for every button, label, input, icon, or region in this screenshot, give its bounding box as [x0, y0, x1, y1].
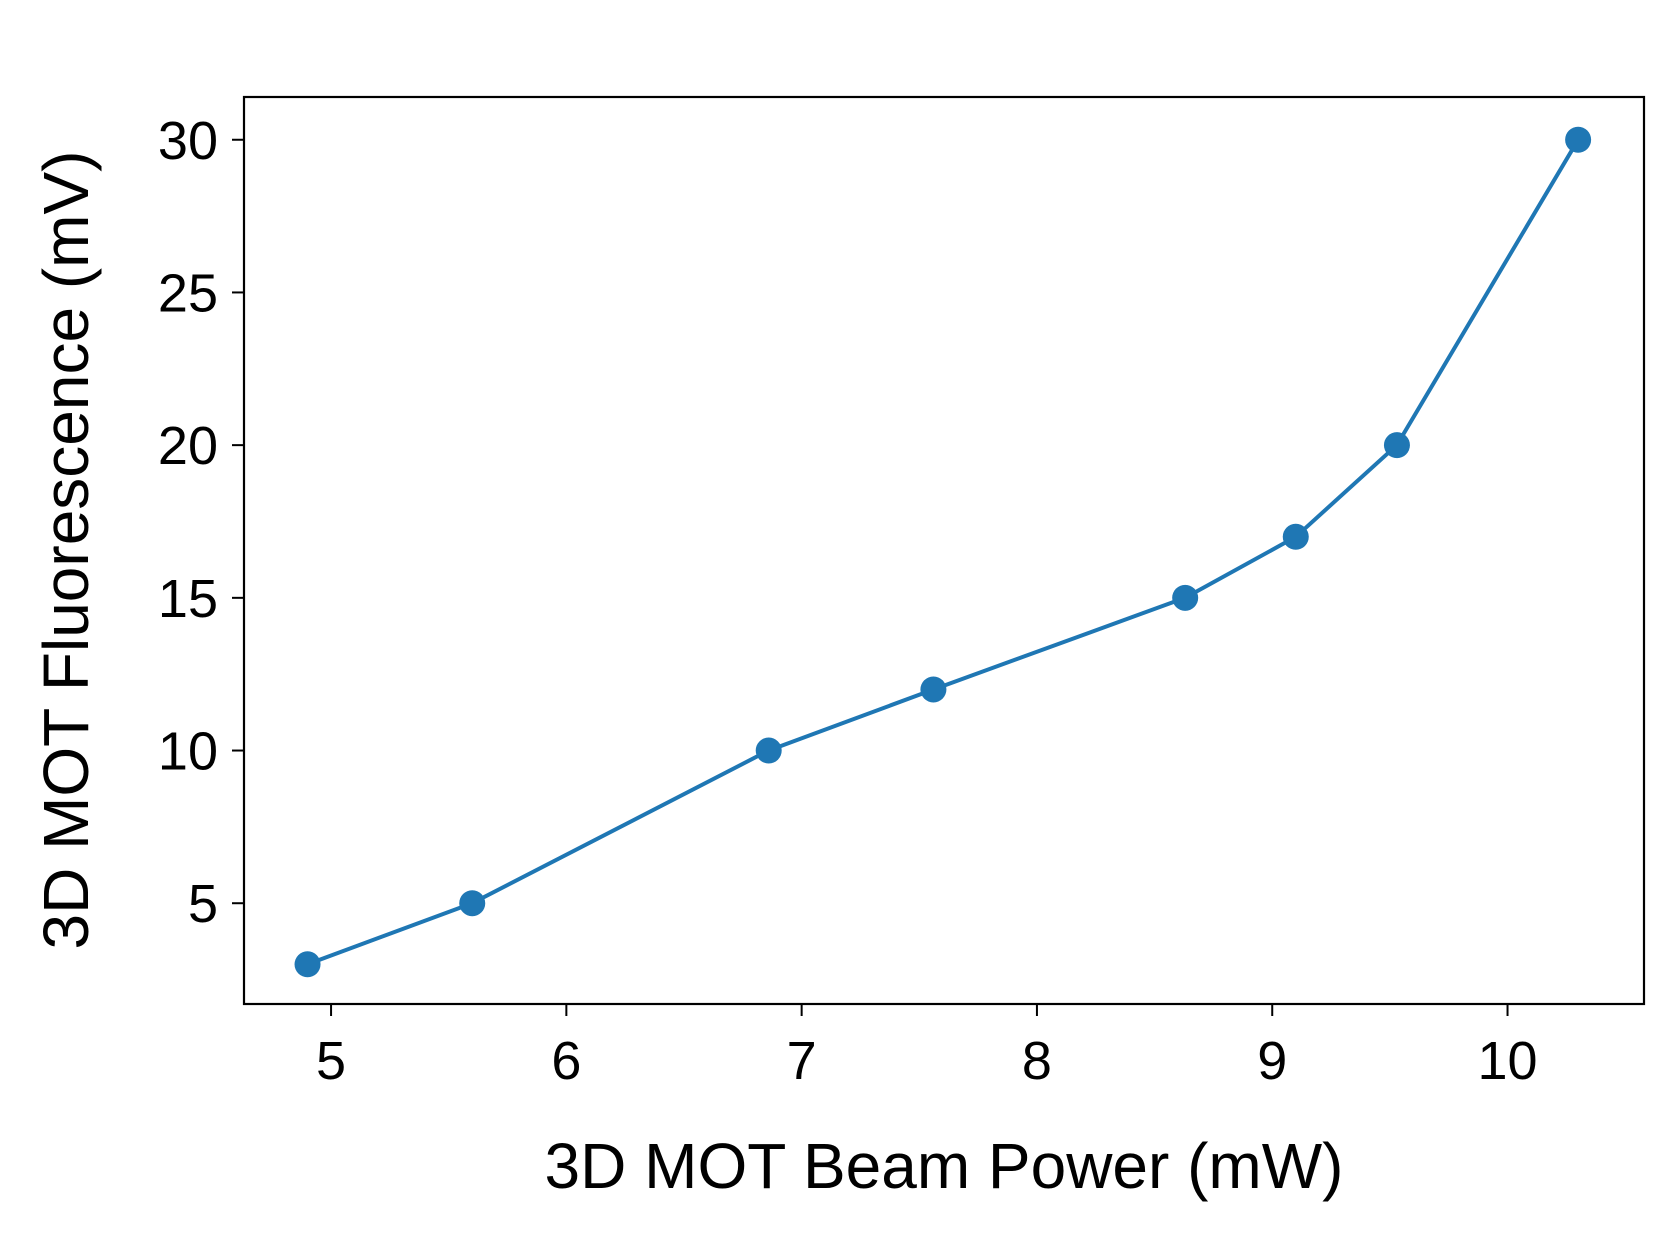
data-point [920, 676, 947, 703]
data-point [1383, 432, 1410, 459]
y-tick-label: 5 [188, 874, 218, 934]
x-axis-label: 3D MOT Beam Power (mW) [545, 1130, 1344, 1202]
y-axis-label: 3D MOT Fluorescence (mV) [30, 151, 102, 950]
series-layer [294, 126, 1592, 978]
data-point [1282, 523, 1309, 550]
x-tick-label: 6 [551, 1031, 581, 1091]
x-tick-label: 5 [316, 1031, 346, 1091]
data-point [1565, 126, 1592, 153]
y-axis-ticks: 5 10 15 20 25 30 [158, 111, 244, 934]
x-tick-label: 8 [1022, 1031, 1052, 1091]
y-tick-label: 10 [158, 722, 218, 782]
y-tick-label: 25 [158, 263, 218, 323]
x-tick-label: 7 [787, 1031, 817, 1091]
x-tick-label: 9 [1257, 1031, 1287, 1091]
data-point [459, 890, 486, 917]
y-tick-label: 20 [158, 416, 218, 476]
series-line [306, 138, 1580, 967]
y-tick-label: 30 [158, 111, 218, 171]
plot-frame [242, 95, 1646, 1006]
y-tick-label: 15 [158, 569, 218, 629]
x-tick-label: 10 [1477, 1031, 1537, 1091]
data-point [294, 951, 321, 978]
x-axis-ticks: 5 6 7 8 9 10 [316, 1004, 1538, 1091]
data-point [1172, 584, 1199, 611]
data-point [755, 737, 782, 764]
